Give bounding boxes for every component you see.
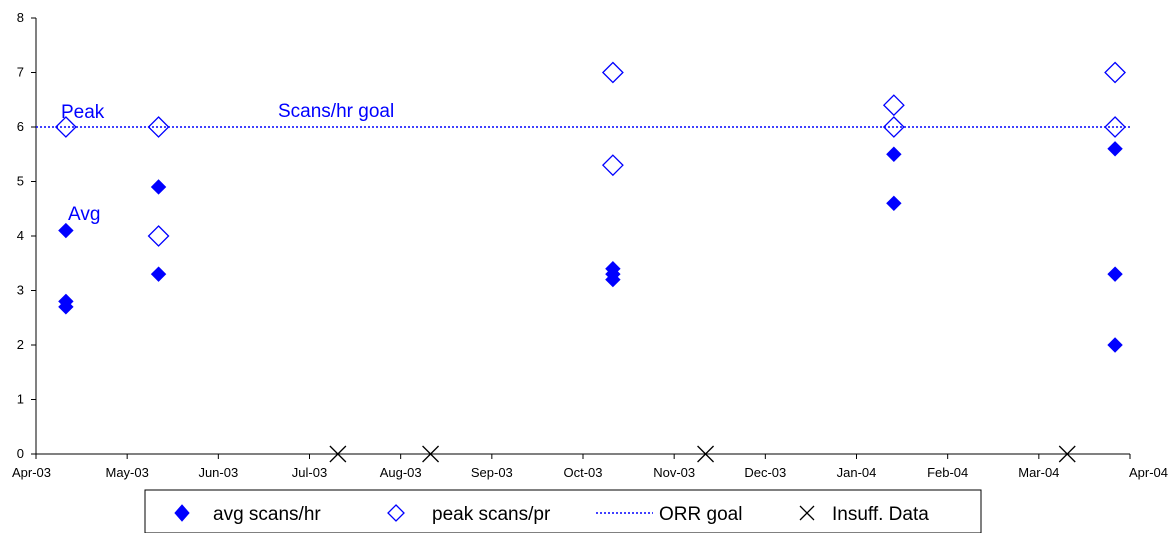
- legend-item-goal: ORR goal: [596, 504, 742, 525]
- avg-point: [605, 271, 621, 288]
- legend-box: [144, 489, 982, 533]
- legend-item-insuff: Insuff. Data: [799, 504, 929, 525]
- x-tick-label: Oct-03: [563, 465, 602, 480]
- y-tick-label: 0: [17, 446, 24, 461]
- avg-point: [886, 146, 902, 162]
- x-tick-label: Aug-03: [380, 465, 422, 480]
- peak-point: [601, 61, 624, 84]
- legend-item-avg: avg scans/hr: [174, 504, 321, 525]
- insuff-data-point: [697, 445, 715, 463]
- legend-label-peak: peak scans/pr: [432, 504, 551, 525]
- avg-point: [150, 179, 167, 195]
- annotation-peak: Peak: [61, 102, 105, 123]
- legend-label-goal: ORR goal: [659, 504, 742, 525]
- peak-point: [147, 116, 170, 138]
- y-tick-label: 8: [17, 10, 24, 25]
- x-tick-label: Apr-03: [12, 465, 51, 480]
- annotation-goal: Scans/hr goal: [278, 101, 394, 122]
- peak-point: [882, 94, 905, 117]
- y-tick-label: 5: [17, 174, 24, 189]
- peak-point: [54, 116, 77, 138]
- y-tick-label: 6: [17, 119, 24, 134]
- annotation-avg: Avg: [68, 204, 100, 225]
- avg-point: [1107, 337, 1123, 353]
- chart-axes: [35, 18, 1130, 455]
- legend-label-avg: avg scans/hr: [213, 504, 321, 525]
- axis-ticks: 0 1 2 3 4 5 6 7 8 Apr-03 May-03 Jun-03 Jul-03 Aug-03 S…: [12, 10, 1168, 480]
- legend-x-icon: [799, 505, 815, 521]
- avg-point: [58, 222, 74, 239]
- x-tick-label: Nov-03: [653, 465, 695, 480]
- legend-open-diamond-icon: [387, 504, 405, 522]
- y-tick-label: 1: [17, 392, 24, 407]
- avg-point: [58, 299, 74, 315]
- avg-point: [1107, 141, 1123, 157]
- y-tick-label: 7: [17, 65, 24, 80]
- peak-point: [1104, 116, 1126, 138]
- peak-point: [601, 154, 624, 177]
- x-tick-label: May-03: [105, 465, 148, 480]
- avg-point: [886, 195, 902, 212]
- avg-point: [1107, 266, 1123, 282]
- x-tick-label: Jan-04: [837, 465, 877, 480]
- legend-label-insuff: Insuff. Data: [832, 504, 929, 525]
- peak-point: [147, 225, 170, 247]
- insuff-data-point: [1058, 445, 1076, 463]
- x-tick-label: Jun-03: [198, 465, 238, 480]
- y-tick-label: 3: [17, 283, 24, 298]
- x-tick-label: Dec-03: [744, 465, 786, 480]
- x-tick-label: Jul-03: [292, 465, 327, 480]
- y-tick-label: 2: [17, 337, 24, 352]
- x-tick-label: Apr-04: [1129, 465, 1168, 480]
- insuff-data-point: [329, 445, 347, 463]
- insuff-data-point: [422, 445, 440, 463]
- avg-point: [150, 266, 167, 282]
- legend-item-peak: peak scans/pr: [387, 504, 551, 525]
- legend-filled-diamond-icon: [174, 504, 190, 522]
- legend: avg scans/hr peak scans/pr ORR goal Insu…: [144, 489, 982, 533]
- x-tick-label: Mar-04: [1018, 465, 1059, 480]
- peak-point: [1104, 61, 1126, 84]
- x-tick-label: Feb-04: [927, 465, 968, 480]
- data-marks: [54, 61, 1126, 463]
- x-tick-label: Sep-03: [471, 465, 513, 480]
- peak-point: [882, 116, 905, 138]
- y-tick-label: 4: [17, 228, 24, 243]
